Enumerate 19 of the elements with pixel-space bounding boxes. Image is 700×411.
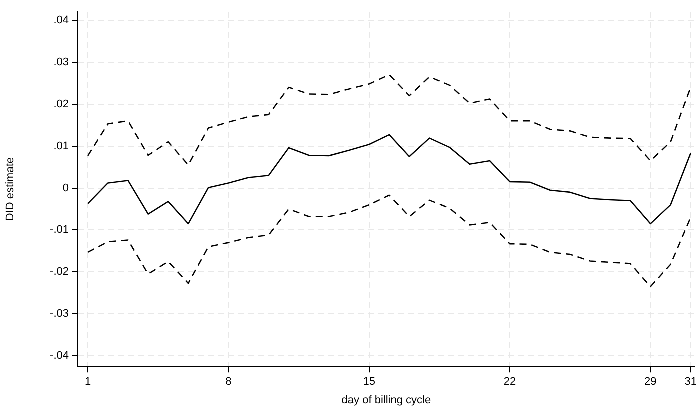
x-tick-label: 8 xyxy=(226,376,232,388)
y-axis-title: DID estimate xyxy=(4,158,17,222)
line-series xyxy=(87,74,692,166)
y-tick-label: -.04 xyxy=(50,350,69,362)
x-tick-label: 1 xyxy=(84,376,92,388)
y-tick-label: .03 xyxy=(54,56,69,68)
y-tick-label: .02 xyxy=(54,98,69,110)
line-series xyxy=(87,194,692,288)
y-tick-label: .04 xyxy=(54,14,69,26)
y-tick-label: .01 xyxy=(54,140,69,152)
x-axis-title: day of billing cycle xyxy=(342,394,432,406)
y-tick-label: -.03 xyxy=(50,308,69,320)
x-tick-label: 15 xyxy=(363,376,376,388)
y-tick-label: -.01 xyxy=(50,224,69,236)
x-tick-label: 22 xyxy=(504,376,516,388)
x-tick-label: 31 xyxy=(684,376,697,388)
y-tick-label: 0 xyxy=(62,182,69,194)
x-tick-label: 29 xyxy=(644,376,657,388)
y-tick-label: -.02 xyxy=(50,266,69,278)
